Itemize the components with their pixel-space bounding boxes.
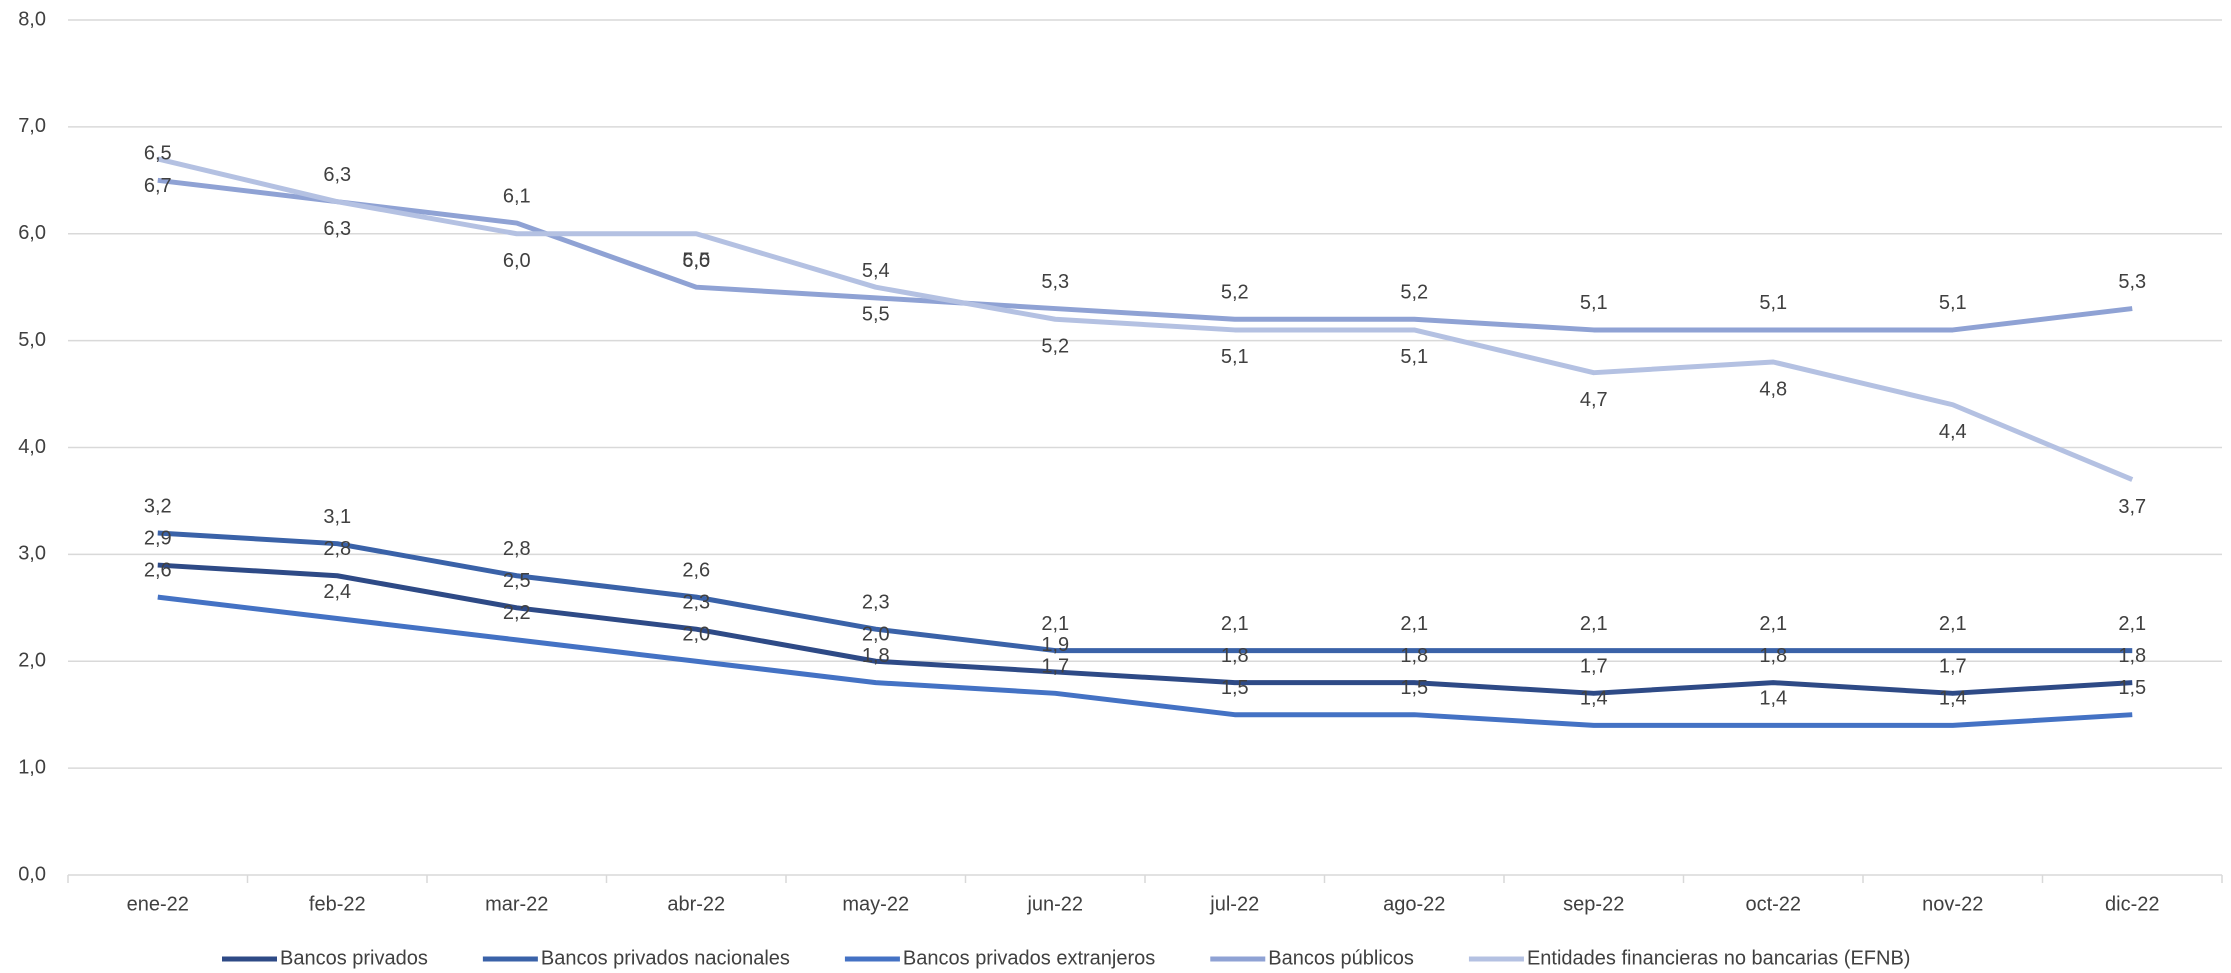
legend-label: Bancos públicos	[1268, 947, 1414, 969]
data-label: 2,3	[862, 591, 890, 613]
data-label: 5,3	[1041, 271, 1069, 293]
data-label: 1,9	[1041, 634, 1069, 656]
data-label: 5,1	[1580, 292, 1608, 314]
data-label: 1,5	[2118, 677, 2146, 699]
y-tick-label: 3,0	[18, 543, 46, 565]
series-line	[157, 530, 2133, 654]
data-label: 5,3	[2118, 271, 2146, 293]
y-tick-label: 6,0	[18, 222, 46, 244]
data-label: 2,8	[503, 538, 531, 560]
data-label: 2,5	[503, 570, 531, 592]
y-tick-label: 5,0	[18, 329, 46, 351]
data-label: 2,0	[682, 624, 710, 646]
series-line	[157, 562, 2133, 696]
data-label: 6,0	[503, 250, 531, 272]
data-label: 6,5	[144, 143, 172, 165]
data-label: 6,7	[144, 175, 172, 197]
data-label: 5,1	[1759, 292, 1787, 314]
data-label: 2,1	[1580, 613, 1608, 635]
data-label: 2,1	[2118, 613, 2146, 635]
data-label: 2,2	[503, 602, 531, 624]
x-tick-label: sep-22	[1563, 893, 1624, 915]
data-label: 1,7	[1041, 656, 1069, 678]
data-label: 2,1	[1939, 613, 1967, 635]
data-label: 6,3	[323, 164, 351, 186]
data-label: 1,4	[1580, 688, 1608, 710]
data-label: 5,5	[862, 303, 890, 325]
x-tick-label: oct-22	[1745, 893, 1801, 915]
data-label: 5,2	[1221, 282, 1249, 304]
data-label: 2,8	[323, 538, 351, 560]
data-label: 2,6	[682, 559, 710, 581]
x-tick-label: nov-22	[1922, 893, 1983, 915]
data-label: 5,2	[1400, 282, 1428, 304]
data-label: 2,1	[1759, 613, 1787, 635]
data-label: 4,4	[1939, 421, 1967, 443]
x-tick-label: ago-22	[1383, 893, 1445, 915]
data-label: 5,5	[682, 249, 710, 271]
x-tick-label: feb-22	[309, 893, 366, 915]
x-tick-label: ene-22	[127, 893, 189, 915]
data-label: 2,3	[682, 591, 710, 613]
y-tick-label: 1,0	[18, 756, 46, 778]
data-label: 1,8	[1221, 645, 1249, 667]
data-label: 3,2	[144, 495, 172, 517]
y-tick-label: 8,0	[18, 8, 46, 30]
series-line	[157, 594, 2133, 728]
x-tick-label: mar-22	[485, 893, 548, 915]
x-tick-label: dic-22	[2105, 893, 2159, 915]
data-label: 5,1	[1939, 292, 1967, 314]
series-line	[157, 177, 2133, 333]
data-label: 2,1	[1400, 613, 1428, 635]
data-label: 1,4	[1939, 688, 1967, 710]
data-label: 3,1	[323, 506, 351, 528]
y-tick-label: 2,0	[18, 650, 46, 672]
data-label: 1,7	[1580, 656, 1608, 678]
series-line	[157, 156, 2134, 482]
data-label: 6,3	[323, 218, 351, 240]
data-label: 3,7	[2118, 496, 2146, 518]
data-label: 2,4	[323, 581, 351, 603]
x-tick-label: jun-22	[1026, 893, 1083, 915]
legend-label: Bancos privados	[280, 947, 428, 969]
data-label: 2,1	[1041, 613, 1069, 635]
data-label: 5,2	[1041, 336, 1069, 358]
data-label: 4,7	[1580, 389, 1608, 411]
data-label: 2,1	[1221, 613, 1249, 635]
data-label: 1,4	[1759, 688, 1787, 710]
data-label: 5,4	[862, 260, 890, 282]
data-label: 1,8	[2118, 645, 2146, 667]
data-label: 6,1	[503, 185, 531, 207]
data-label: 5,1	[1221, 346, 1249, 368]
y-tick-label: 7,0	[18, 115, 46, 137]
data-label: 5,1	[1400, 346, 1428, 368]
data-label: 1,5	[1221, 677, 1249, 699]
legend-label: Entidades financieras no bancarias (EFNB…	[1527, 947, 1911, 969]
data-label: 6,0	[682, 250, 710, 272]
legend-label: Bancos privados nacionales	[541, 947, 790, 969]
legend-label: Bancos privados extranjeros	[903, 947, 1155, 969]
x-tick-label: may-22	[842, 893, 909, 915]
data-label: 1,5	[1400, 677, 1428, 699]
data-label: 1,8	[1759, 645, 1787, 667]
y-tick-label: 0,0	[18, 863, 46, 885]
x-tick-label: abr-22	[667, 893, 725, 915]
data-label: 1,7	[1939, 656, 1967, 678]
data-label: 2,9	[144, 527, 172, 549]
data-label: 2,6	[144, 559, 172, 581]
y-tick-label: 4,0	[18, 436, 46, 458]
x-tick-label: jul-22	[1209, 893, 1259, 915]
data-label: 1,8	[1400, 645, 1428, 667]
data-label: 4,8	[1759, 378, 1787, 400]
data-label: 1,8	[862, 645, 890, 667]
data-label: 2,0	[862, 624, 890, 646]
